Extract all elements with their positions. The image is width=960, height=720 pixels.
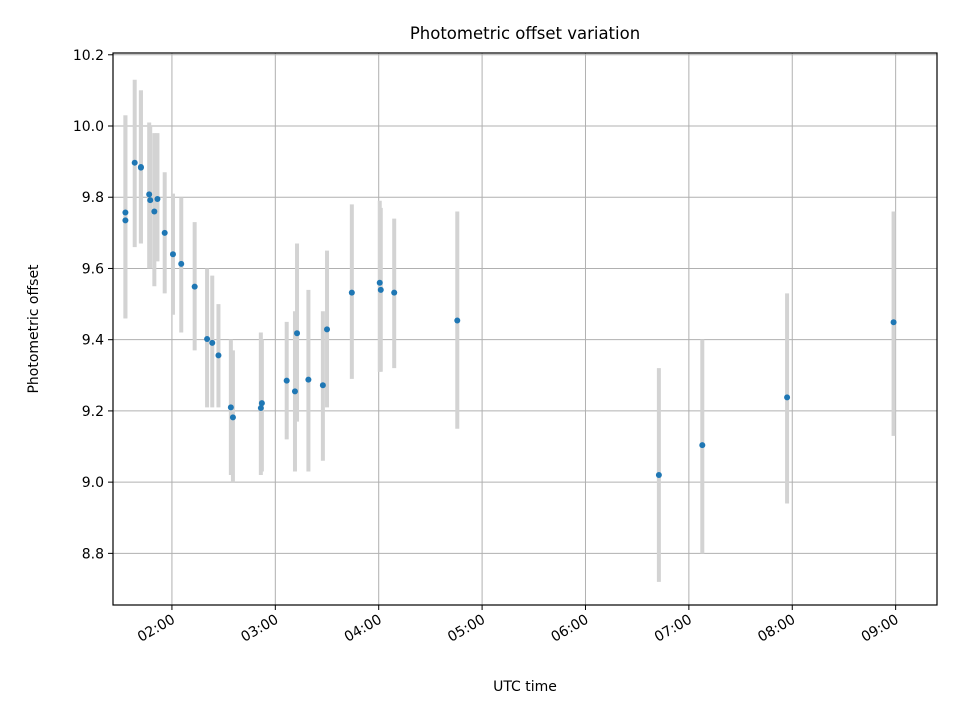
error-bars <box>123 79 896 582</box>
data-point <box>319 382 326 389</box>
data-point <box>391 289 398 296</box>
y-tick-label: 10.0 <box>73 119 104 135</box>
x-tick-label: 04:00 <box>342 612 385 646</box>
x-tick-label: 06:00 <box>549 612 592 646</box>
y-tick-label: 9.0 <box>82 475 104 491</box>
data-points <box>122 159 897 479</box>
x-tick-label: 02:00 <box>135 612 178 646</box>
data-point <box>122 209 129 216</box>
data-point <box>178 260 185 267</box>
data-point <box>209 339 216 346</box>
x-tick-label: 05:00 <box>445 612 488 646</box>
x-tick-label: 03:00 <box>238 612 281 646</box>
x-tick-label: 08:00 <box>755 612 798 646</box>
y-axis: 8.8 9.0 9.2 9.4 9.6 9.8 10.0 10.2 <box>73 48 113 562</box>
y-tick-label: 9.2 <box>82 404 104 420</box>
x-axis: 02:00 03:00 04:00 05:00 06:00 07:00 08:00 09:00 <box>135 605 902 646</box>
data-point <box>137 163 144 170</box>
data-point <box>283 377 290 384</box>
data-point <box>131 159 138 166</box>
grid <box>113 53 937 605</box>
x-tick-label: 09:00 <box>859 612 902 646</box>
data-point <box>305 376 312 383</box>
data-point <box>215 352 222 359</box>
data-point <box>377 286 384 293</box>
data-point <box>169 251 176 258</box>
x-axis-label: UTC time <box>493 679 557 695</box>
data-point <box>376 279 383 286</box>
x-tick-label: 07:00 <box>652 612 695 646</box>
y-tick-label: 8.8 <box>82 546 104 562</box>
data-point <box>122 217 129 224</box>
data-point <box>454 317 461 324</box>
data-point <box>324 326 331 333</box>
data-point <box>161 229 168 236</box>
y-tick-label: 9.6 <box>82 261 104 277</box>
data-point <box>146 191 153 198</box>
data-point <box>655 472 662 479</box>
data-point <box>291 388 298 395</box>
data-point <box>258 400 265 407</box>
data-point <box>294 330 301 337</box>
data-point <box>204 335 211 342</box>
y-tick-label: 9.4 <box>82 333 104 349</box>
data-point <box>147 197 154 204</box>
data-point <box>191 283 198 290</box>
data-point <box>348 289 355 296</box>
data-point <box>699 442 706 449</box>
y-tick-label: 10.2 <box>73 48 104 64</box>
data-point <box>229 414 236 421</box>
data-point <box>227 404 234 411</box>
chart-title: Photometric offset variation <box>410 24 640 43</box>
y-axis-label: Photometric offset <box>26 264 42 394</box>
plot-frame <box>112 52 938 606</box>
data-point <box>257 405 264 412</box>
data-point <box>151 208 158 215</box>
y-tick-label: 9.8 <box>82 190 104 206</box>
data-point <box>784 394 791 401</box>
data-point <box>890 319 897 326</box>
data-point <box>154 196 161 203</box>
